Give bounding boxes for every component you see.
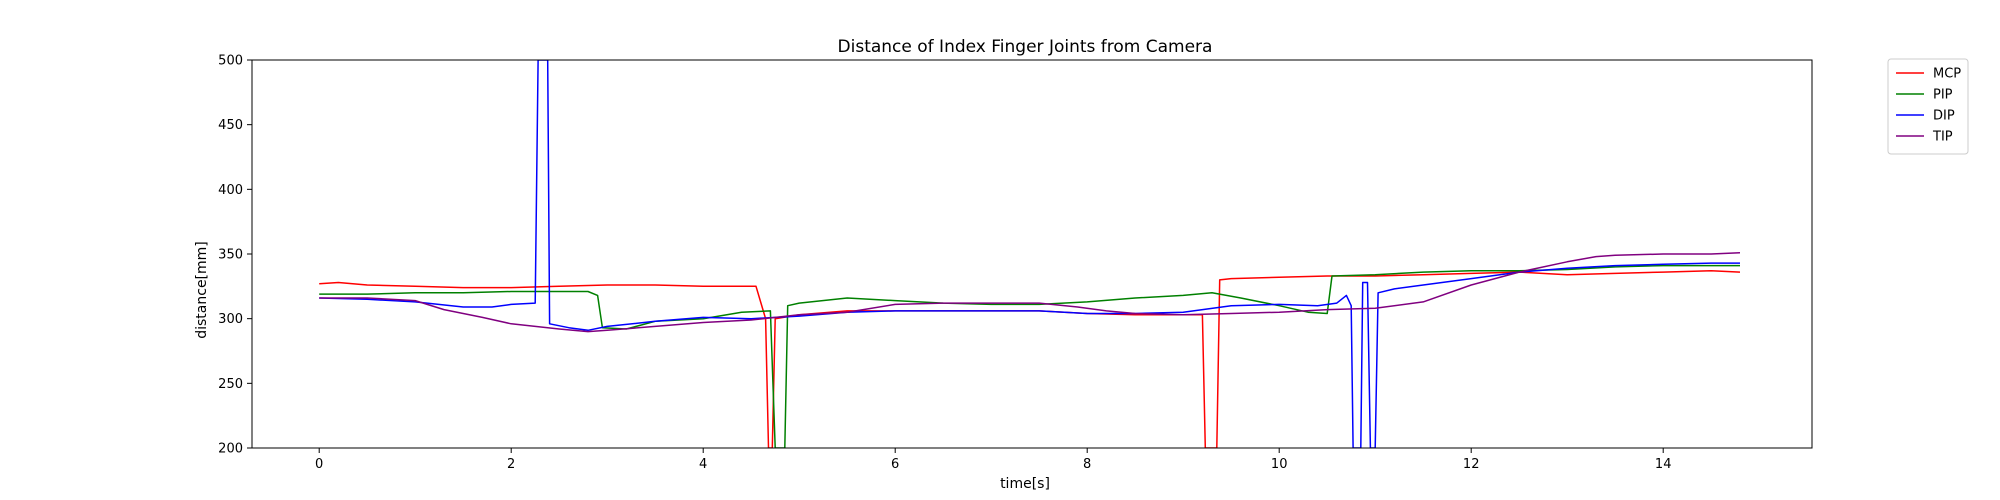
legend-box (1887, 58, 1969, 155)
x-tick-label: 2 (507, 457, 515, 472)
y-tick-label: 200 (218, 442, 243, 457)
plot-area (319, 60, 1741, 448)
legend-label-mcp: MCP (1933, 67, 1961, 82)
y-tick-label: 450 (218, 118, 243, 133)
x-axis-label: time[s] (1000, 476, 1050, 492)
x-tick-label: 14 (1655, 457, 1672, 472)
x-tick-label: 12 (1463, 457, 1480, 472)
legend-label-pip: PIP (1933, 88, 1953, 103)
y-tick-label: 300 (218, 312, 243, 327)
x-tick-label: 0 (315, 457, 323, 472)
y-tick-label: 400 (218, 183, 243, 198)
x-tick-label: 10 (1271, 457, 1288, 472)
y-tick-label: 500 (218, 54, 243, 69)
y-tick-label: 250 (218, 377, 243, 392)
chart-title: Distance of Index Finger Joints from Cam… (838, 37, 1213, 57)
legend: MCP PIP DIP TIP (1887, 58, 1969, 155)
x-tick-label: 8 (1083, 457, 1091, 472)
y-tick-label: 350 (218, 248, 243, 263)
legend-label-tip: TIP (1932, 130, 1953, 145)
series-line-tip (319, 251, 1741, 333)
x-tick-label: 6 (891, 457, 899, 472)
x-tick-label: 4 (699, 457, 707, 472)
y-axis-label: distance[mm] (194, 241, 210, 339)
axes: 0 2 4 6 8 10 12 14 200 250 300 350 400 450 500 (218, 54, 1813, 472)
legend-label-dip: DIP (1933, 109, 1955, 124)
